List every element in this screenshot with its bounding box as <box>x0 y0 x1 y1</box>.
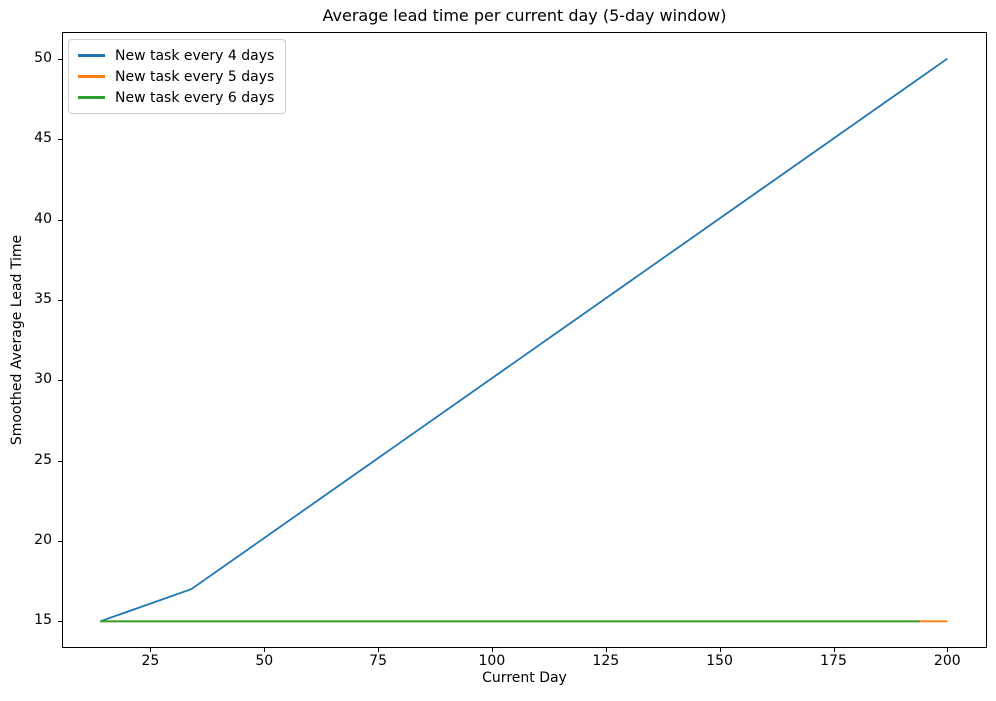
y-tick-label: 50 <box>34 49 52 66</box>
legend-label: New task every 5 days <box>115 68 275 85</box>
series-line-0 <box>100 57 948 623</box>
y-tick-mark <box>58 380 62 382</box>
x-tick-mark <box>947 648 949 652</box>
x-tick-mark <box>378 648 380 652</box>
x-tick-mark <box>605 648 607 652</box>
y-tick-label: 30 <box>34 371 52 388</box>
plot-lines-svg <box>100 57 948 623</box>
y-tick-label: 25 <box>34 451 52 468</box>
y-tick-mark <box>58 58 62 60</box>
legend: New task every 4 days New task every 5 d… <box>68 39 287 114</box>
y-tick-mark <box>58 621 62 623</box>
x-tick-mark <box>833 648 835 652</box>
x-tick-label: 175 <box>820 653 847 669</box>
x-tick-mark <box>264 648 266 652</box>
legend-line-swatch-orange <box>78 75 105 78</box>
legend-item: New task every 6 days <box>78 87 274 108</box>
y-tick-label: 15 <box>34 612 52 629</box>
y-tick-mark <box>58 139 62 141</box>
x-tick-label: 75 <box>369 653 387 669</box>
x-tick-label: 125 <box>592 653 620 669</box>
x-tick-mark <box>150 648 152 652</box>
y-tick-label: 40 <box>34 210 52 227</box>
y-tick-mark <box>58 460 62 462</box>
y-tick-label: 35 <box>34 290 52 307</box>
y-tick-mark <box>58 540 62 542</box>
x-tick-mark <box>719 648 721 652</box>
y-tick-label: 45 <box>34 130 52 147</box>
legend-label: New task every 6 days <box>115 89 275 106</box>
y-axis-label: Smoothed Average Lead Time <box>9 234 25 446</box>
legend-item: New task every 4 days <box>78 45 274 66</box>
y-tick-mark <box>58 299 62 301</box>
legend-label: New task every 4 days <box>115 47 275 64</box>
y-tick-mark <box>58 219 62 221</box>
plot-area: New task every 4 days New task every 5 d… <box>62 32 987 648</box>
legend-item: New task every 5 days <box>78 66 274 87</box>
x-axis-label: Current Day <box>482 670 567 686</box>
x-tick-label: 200 <box>933 653 961 669</box>
x-tick-label: 100 <box>478 653 506 669</box>
x-tick-label: 50 <box>255 653 274 669</box>
y-tick-label: 20 <box>34 531 52 548</box>
legend-line-swatch-green <box>78 96 105 99</box>
x-tick-label: 150 <box>706 653 733 669</box>
legend-line-swatch-blue <box>78 54 105 57</box>
x-tick-label: 25 <box>141 653 160 669</box>
chart-title: Average lead time per current day (5-day… <box>322 6 727 25</box>
x-tick-mark <box>491 648 493 652</box>
